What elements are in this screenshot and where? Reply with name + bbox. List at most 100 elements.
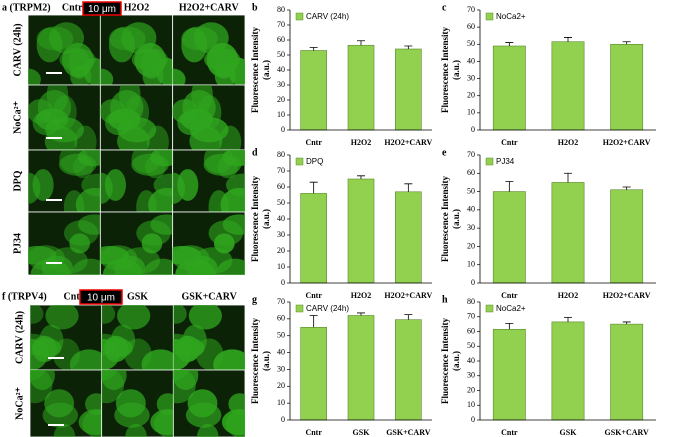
row-label: NoCa²⁺ bbox=[12, 101, 23, 134]
y-tick-label: 0 bbox=[471, 415, 475, 424]
cell bbox=[77, 214, 101, 235]
cell bbox=[104, 169, 126, 201]
error-bar bbox=[357, 175, 365, 179]
cells bbox=[172, 150, 246, 212]
cells bbox=[30, 370, 102, 437]
bar bbox=[551, 41, 585, 131]
y-axis-label: (a.u.) bbox=[261, 351, 271, 371]
y-tick-label: 60 bbox=[277, 182, 285, 191]
cell bbox=[104, 111, 133, 136]
micrograph bbox=[99, 211, 174, 276]
cell bbox=[118, 85, 141, 113]
cell bbox=[213, 349, 245, 370]
micrograph bbox=[99, 149, 174, 213]
cell bbox=[63, 190, 85, 212]
cell bbox=[173, 370, 188, 381]
panel-label: e bbox=[442, 147, 447, 158]
cell bbox=[48, 247, 88, 274]
bar bbox=[347, 44, 375, 131]
panel-label: f (TRPV4) bbox=[2, 291, 47, 302]
y-tick-label: 0 bbox=[471, 278, 475, 287]
micrograph bbox=[27, 84, 101, 151]
x-tick-label: H2O2 bbox=[351, 291, 371, 300]
y-axis-label: (a.u.) bbox=[261, 209, 271, 229]
x-tick-label: Cntr bbox=[305, 291, 322, 300]
column-label: GSK bbox=[127, 291, 148, 302]
bar bbox=[492, 328, 526, 421]
y-tick-label: 30 bbox=[277, 80, 285, 89]
y-tick-label: 30 bbox=[467, 223, 475, 232]
micrograph bbox=[172, 84, 246, 151]
error-bar bbox=[309, 47, 318, 51]
y-axis-label: Fluorescence Intensity bbox=[250, 175, 260, 262]
row-label: CARV (24h) bbox=[12, 23, 23, 76]
bar bbox=[395, 191, 422, 284]
micrograph bbox=[29, 369, 103, 437]
x-tick-label: H2O2+CARV bbox=[384, 291, 432, 300]
legend-label: DPQ bbox=[306, 157, 323, 166]
micrograph bbox=[27, 211, 101, 276]
x-tick-label: GSK+CARV bbox=[605, 428, 650, 437]
y-tick-label: 50 bbox=[467, 186, 475, 195]
y-axis-label: (a.u.) bbox=[451, 351, 461, 371]
cell bbox=[191, 85, 213, 113]
x-tick-label: H2O2 bbox=[351, 138, 371, 147]
error-bar bbox=[404, 314, 413, 320]
micrograph bbox=[99, 84, 174, 151]
cell bbox=[222, 150, 246, 167]
y-tick-label: 40 bbox=[277, 65, 285, 74]
cell bbox=[101, 370, 117, 381]
cells bbox=[101, 370, 174, 437]
y-tick-label: 70 bbox=[467, 150, 475, 159]
micrograph bbox=[27, 149, 101, 213]
cell bbox=[177, 169, 199, 201]
y-tick-label: 50 bbox=[467, 341, 475, 350]
panel-label: c bbox=[442, 2, 447, 13]
x-tick-label: GSK bbox=[353, 428, 371, 437]
bar bbox=[492, 191, 526, 284]
y-tick-label: 80 bbox=[277, 5, 285, 14]
micrograph bbox=[27, 14, 101, 86]
cells bbox=[30, 305, 102, 370]
cell bbox=[177, 111, 205, 136]
error-bar bbox=[357, 40, 365, 46]
cell bbox=[225, 173, 246, 197]
legend-label: NoCa2+ bbox=[496, 12, 526, 21]
column-label: H2O2 bbox=[124, 2, 150, 13]
legend-swatch bbox=[485, 12, 494, 21]
y-tick-label: 20 bbox=[467, 91, 475, 100]
cell bbox=[219, 125, 242, 150]
y-tick-label: 40 bbox=[277, 214, 285, 223]
cells bbox=[28, 150, 101, 212]
legend-label: PJ34 bbox=[496, 157, 515, 166]
y-tick-label: 50 bbox=[277, 50, 285, 59]
y-tick-label: 60 bbox=[467, 168, 475, 177]
cell bbox=[44, 389, 75, 418]
cell bbox=[100, 68, 114, 85]
cells bbox=[28, 214, 101, 275]
panel-label: g bbox=[252, 294, 257, 305]
y-tick-label: 40 bbox=[467, 205, 475, 214]
cells bbox=[172, 22, 246, 85]
error-bar bbox=[622, 186, 631, 190]
cells bbox=[172, 214, 246, 275]
error-bar bbox=[309, 315, 318, 328]
cell bbox=[225, 409, 245, 437]
bar bbox=[300, 50, 327, 131]
error-bar bbox=[564, 172, 572, 183]
cell bbox=[82, 409, 102, 437]
cell bbox=[69, 233, 90, 254]
error-bar bbox=[622, 321, 631, 325]
x-tick-label: Cntr bbox=[501, 138, 518, 147]
legend-swatch bbox=[485, 304, 494, 313]
cells bbox=[100, 214, 173, 275]
x-tick-label: GSK+CARV bbox=[386, 428, 431, 437]
y-tick-label: 30 bbox=[277, 230, 285, 239]
y-tick-label: 0 bbox=[281, 278, 285, 287]
bar bbox=[551, 182, 585, 284]
legend-label: CARV (24h) bbox=[306, 12, 349, 21]
row-label: NoCa²⁺ bbox=[14, 387, 25, 420]
error-bar bbox=[505, 181, 514, 192]
x-tick-label: GSK bbox=[560, 428, 578, 437]
y-tick-label: 30 bbox=[467, 73, 475, 82]
